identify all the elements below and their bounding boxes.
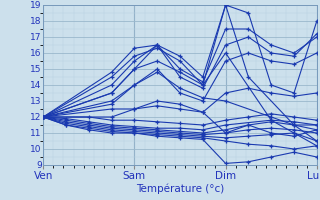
X-axis label: Température (°c): Température (°c) bbox=[136, 183, 224, 194]
